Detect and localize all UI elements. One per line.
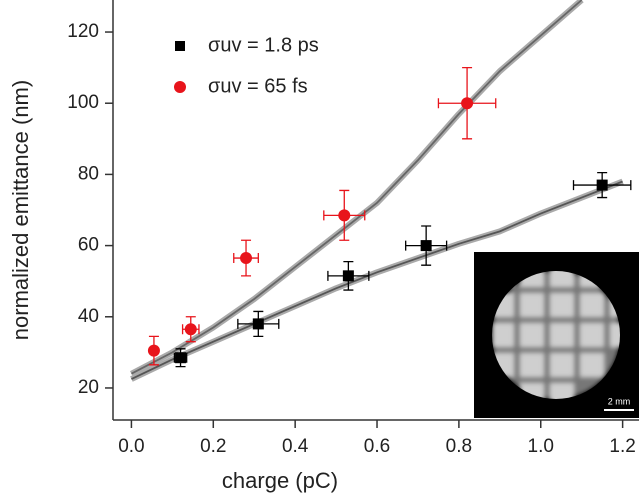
- point: [342, 270, 354, 282]
- points: [147, 66, 632, 368]
- point: [338, 209, 351, 222]
- legend-label: σuv = 65 fs: [208, 75, 308, 97]
- y-axis-title: normalized emittance (nm): [8, 80, 33, 340]
- y-tick-label: 20: [78, 377, 99, 398]
- y-tick-label: 60: [78, 235, 99, 256]
- model-curve: [131, 0, 583, 375]
- legend-label: σuv = 1.8 ps: [208, 34, 319, 56]
- scale-label: 2 mm: [608, 396, 631, 406]
- point: [147, 344, 160, 357]
- point: [596, 179, 608, 191]
- point: [175, 352, 187, 364]
- x-tick-label: 0.6: [364, 436, 390, 457]
- point: [461, 97, 474, 110]
- x-tick-label: 0.0: [118, 436, 144, 457]
- y-tick-label: 120: [67, 21, 99, 42]
- point: [240, 252, 253, 265]
- x-axis-title: charge (pC): [222, 468, 338, 493]
- x-tick-label: 0.8: [446, 436, 472, 457]
- x-tick-label: 0.2: [200, 436, 226, 457]
- plot-area: [130, 0, 624, 382]
- inset-image: 2 mm: [474, 252, 639, 418]
- y-tick-label: 100: [67, 92, 99, 113]
- legend-marker: [175, 41, 185, 51]
- legend-marker: [174, 81, 186, 93]
- x-tick-label: 1.0: [528, 436, 554, 457]
- beam-pattern: [492, 271, 620, 399]
- y-tick-label: 40: [78, 306, 99, 327]
- model-curve: [131, 180, 623, 380]
- y-tick-label: 80: [78, 163, 99, 184]
- x-tick-label: 0.4: [282, 436, 309, 457]
- point: [184, 323, 197, 336]
- point: [252, 318, 264, 330]
- x-tick-label: 1.2: [609, 436, 635, 457]
- point: [420, 240, 432, 252]
